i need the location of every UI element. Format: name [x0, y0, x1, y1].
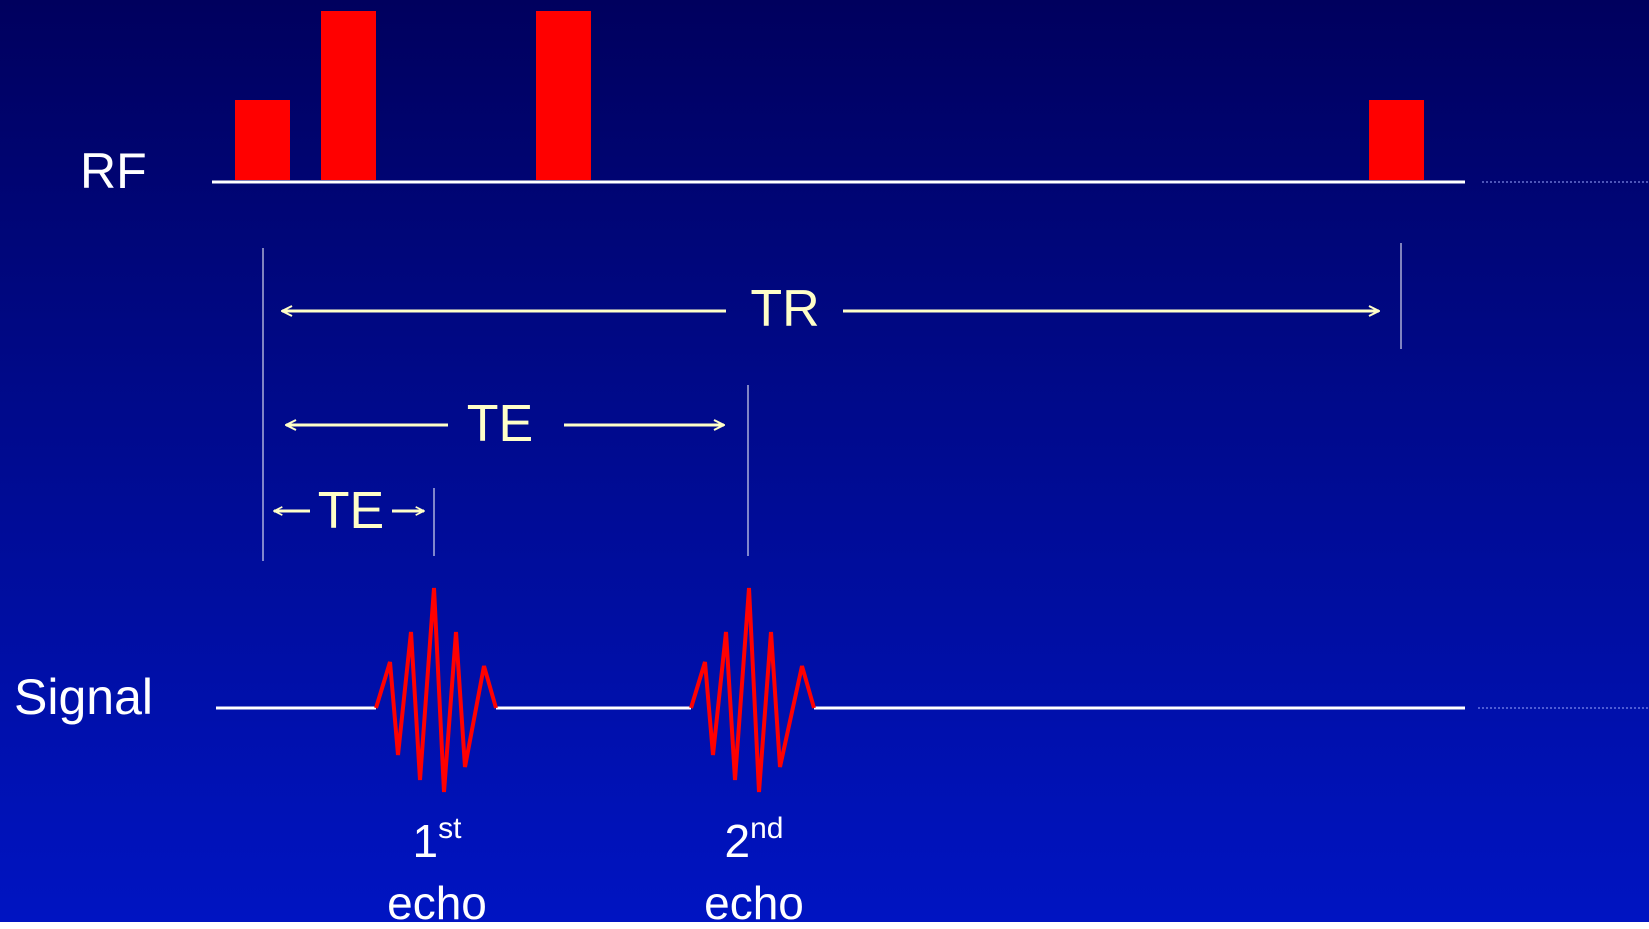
second-echo-waveform-icon [689, 587, 816, 793]
second-echo-ordinal: 2nd [724, 812, 784, 867]
te-short-label: TE [317, 482, 385, 540]
rf-pulse-90-icon [235, 100, 290, 180]
first-echo-waveform-icon [374, 587, 498, 793]
signal-row-label: Signal [14, 669, 153, 725]
second-echo-word: echo [704, 877, 804, 929]
first-echo-label: 1st echo [387, 812, 487, 929]
first-echo-ordinal: 1st [412, 812, 462, 867]
rf-pulse-180-second-icon [536, 11, 591, 180]
second-echo-label: 2nd echo [704, 812, 804, 929]
te-long-label: TE [466, 395, 534, 453]
rf-row-label: RF [80, 143, 147, 199]
rf-pulse-180-first-icon [321, 11, 376, 180]
rf-pulse-next-90-icon [1369, 100, 1424, 180]
first-echo-word: echo [387, 877, 487, 929]
tr-label: TR [750, 280, 820, 338]
